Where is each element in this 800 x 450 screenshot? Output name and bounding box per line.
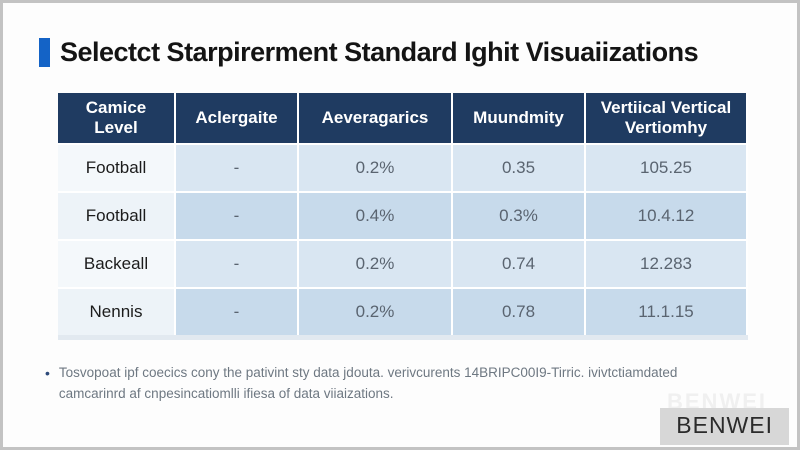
table-cell: 0.35 bbox=[453, 145, 584, 191]
table-cell: 0.4% bbox=[299, 193, 451, 239]
header-line: Vertiomhy bbox=[624, 118, 708, 137]
bullet-icon: • bbox=[45, 365, 50, 381]
title-accent-bar bbox=[39, 38, 50, 67]
footnote-text: Tosvopoat ipf coecics cony the pativint … bbox=[59, 363, 678, 405]
column-header-vertiical: Vertiical Vertical Vertiomhy bbox=[586, 93, 746, 143]
table-cell: - bbox=[176, 241, 297, 287]
table-cell: 0.78 bbox=[453, 289, 584, 335]
column-header-aeveragarics: Aeveragarics bbox=[299, 93, 451, 143]
table-cell: 0.2% bbox=[299, 289, 451, 335]
footnote-line-2: camcarinrd af cnpesincatiomlli ifiesa of… bbox=[58, 385, 394, 401]
table-cell: - bbox=[176, 193, 297, 239]
table-row-label: Backeall bbox=[58, 241, 174, 287]
table-cell: 10.4.12 bbox=[586, 193, 746, 239]
header-line: Muundmity bbox=[473, 107, 564, 127]
header-line: Level bbox=[94, 118, 138, 137]
table-bottom-strip bbox=[58, 335, 748, 340]
table-row-label: Nennis bbox=[58, 289, 174, 335]
table-row-label: Football bbox=[58, 193, 174, 239]
title-row: Selectct Starpirerment Standard Ighit Vi… bbox=[39, 37, 699, 68]
footnote-line-1: Tosvopoat ipf coecics cony the pativint … bbox=[58, 365, 678, 380]
watermark: BENWEI bbox=[660, 408, 789, 445]
table-cell: 0.74 bbox=[453, 241, 584, 287]
data-table: Camice Level Aclergaite Aeveragarics Muu… bbox=[58, 93, 748, 335]
footnote: • Tosvopoat ipf coecics cony the pativin… bbox=[45, 363, 771, 405]
table-cell: 105.25 bbox=[586, 145, 746, 191]
table-cell: 12.283 bbox=[586, 241, 746, 287]
header-line: Aeveragarics bbox=[321, 107, 429, 127]
header-line: Camice bbox=[85, 97, 147, 117]
column-header-muundmity: Muundmity bbox=[453, 93, 584, 143]
table-cell: 11.1.15 bbox=[586, 289, 746, 335]
table-cell: - bbox=[176, 145, 297, 191]
page-title: Selectct Starpirerment Standard Ighit Vi… bbox=[60, 37, 699, 67]
table-cell: 0.2% bbox=[299, 145, 451, 191]
table-cell: 0.3% bbox=[453, 193, 584, 239]
column-header-camice-level: Camice Level bbox=[58, 93, 174, 143]
header-line: Aclergaite bbox=[195, 107, 278, 127]
table-cell: - bbox=[176, 289, 297, 335]
header-line: Vertiical Vertical bbox=[600, 97, 732, 117]
table-row-label: Football bbox=[58, 145, 174, 191]
table-cell: 0.2% bbox=[299, 241, 451, 287]
column-header-aclergaite: Aclergaite bbox=[176, 93, 297, 143]
